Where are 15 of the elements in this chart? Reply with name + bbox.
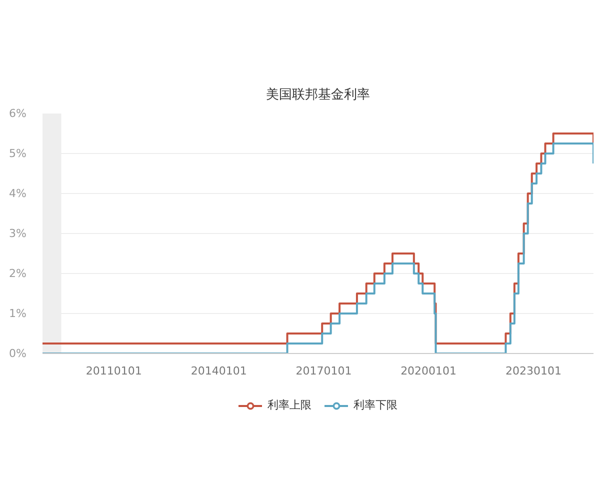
- chart-title: 美国联邦基金利率: [266, 86, 370, 102]
- x-tick-label: 20140101: [190, 364, 247, 378]
- y-tick-label: 3%: [9, 227, 26, 240]
- y-tick-label: 0%: [9, 347, 26, 360]
- x-tick-label: 20200101: [400, 364, 457, 378]
- legend-label: 利率上限: [268, 398, 312, 412]
- y-tick-label: 5%: [9, 147, 26, 160]
- y-tick-label: 6%: [9, 107, 26, 120]
- x-tick-label: 20230101: [505, 364, 562, 378]
- y-tick-label: 2%: [9, 267, 26, 280]
- x-tick-label: 20170101: [296, 364, 352, 378]
- y-tick-label: 1%: [9, 307, 26, 320]
- y-tick-label: 4%: [9, 187, 26, 200]
- x-tick-label: 20110101: [86, 364, 142, 378]
- legend-label: 利率下限: [354, 398, 398, 412]
